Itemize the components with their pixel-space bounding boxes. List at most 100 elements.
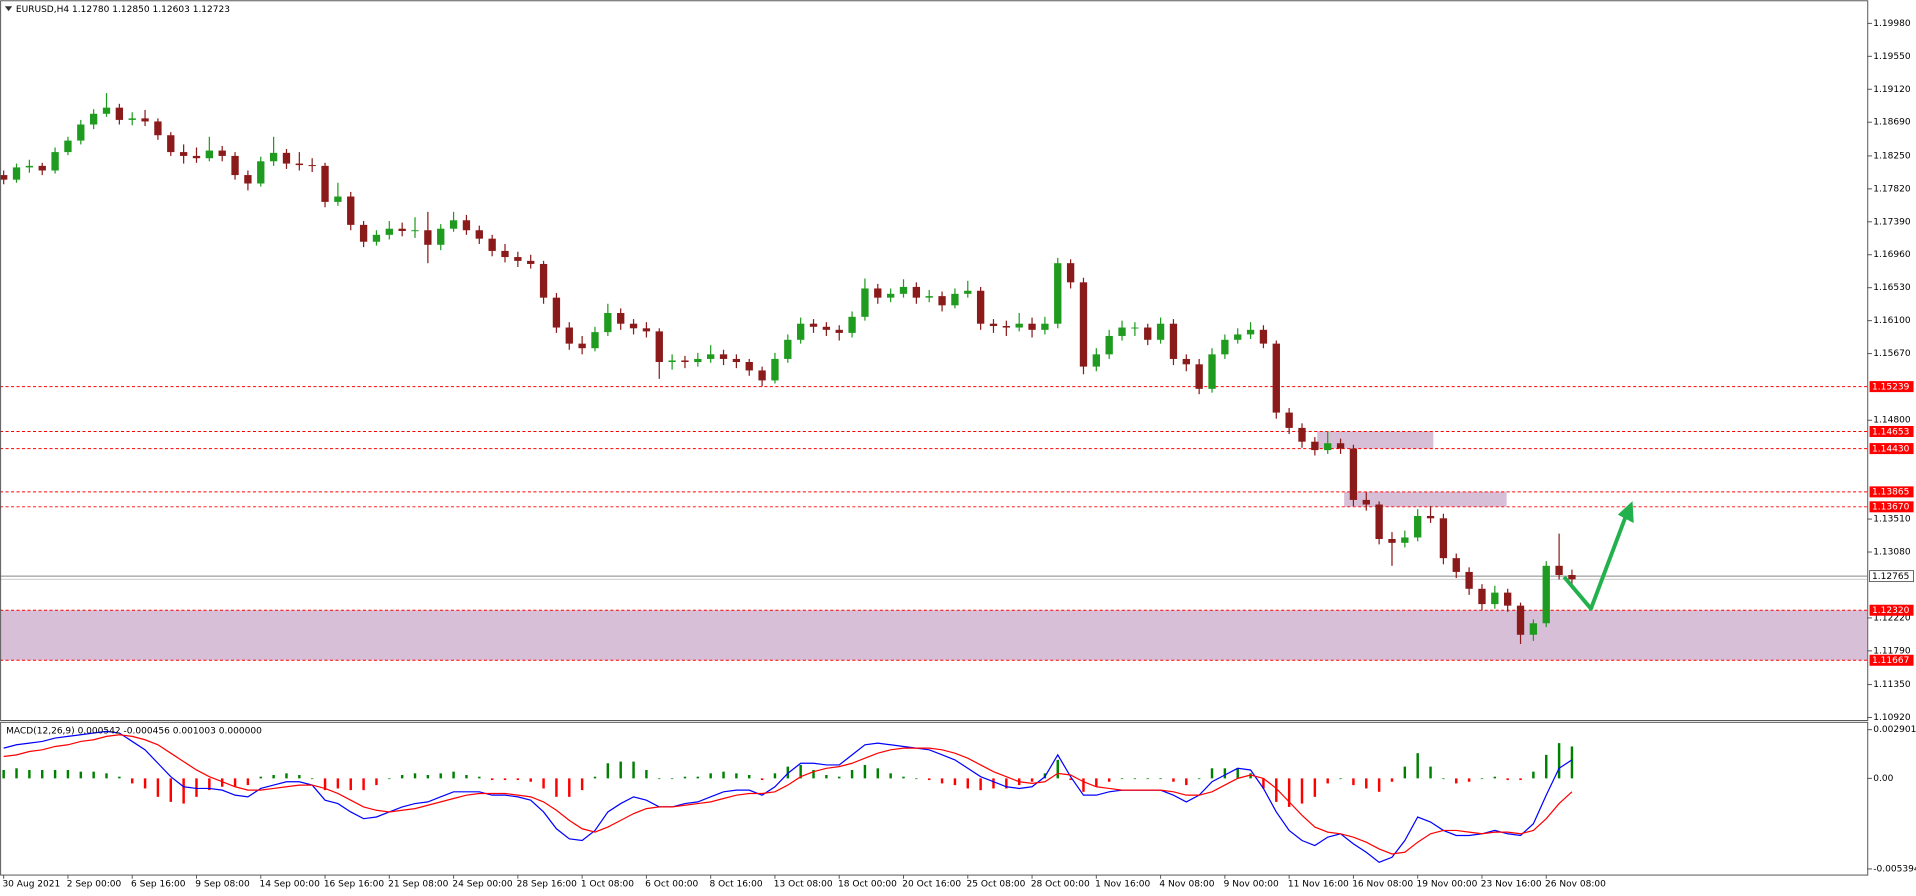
candle: [0, 170, 8, 185]
candle-body: [308, 165, 316, 167]
candle-body: [835, 329, 843, 333]
menu-arrow[interactable]: [4, 6, 13, 12]
y-tick-label: 1.13080: [1873, 548, 1911, 558]
candle-body: [655, 331, 663, 363]
candle-body: [1555, 565, 1563, 576]
histogram-bar: [1377, 778, 1381, 792]
candle-body: [784, 339, 792, 359]
histogram-bar: [1532, 771, 1535, 779]
candle: [848, 311, 856, 338]
histogram-bar: [143, 778, 147, 789]
candle: [1028, 317, 1036, 338]
histogram-bar: [220, 778, 224, 787]
candle: [938, 291, 946, 312]
x-tick-label: 13 Oct 08:00: [774, 880, 833, 890]
candle-body: [822, 326, 831, 330]
histogram-bar: [15, 768, 18, 779]
candle: [192, 147, 201, 163]
y-tick-label: 1.18690: [1873, 118, 1911, 128]
candle-body: [488, 238, 496, 251]
histogram-bar: [593, 776, 597, 779]
candle: [1555, 533, 1563, 580]
candle-body: [899, 286, 908, 294]
candle-body: [1336, 443, 1345, 449]
candle: [1388, 532, 1396, 566]
candle: [488, 234, 496, 257]
histogram-bar: [670, 778, 674, 780]
candle: [205, 136, 214, 162]
histogram-bar: [208, 778, 211, 791]
y-tick-label: 1.16100: [1873, 316, 1911, 326]
candle-body: [424, 230, 432, 245]
histogram-bar: [979, 778, 982, 791]
candle: [347, 191, 355, 231]
candle-body: [925, 296, 933, 298]
candle: [1169, 319, 1178, 366]
arrow-head: [1617, 501, 1634, 524]
candle-body: [179, 152, 188, 156]
candle-body: [0, 175, 8, 180]
candle: [822, 322, 831, 336]
candle: [925, 289, 933, 303]
level-label: 1.12320: [1872, 606, 1910, 616]
candle-body: [501, 250, 509, 258]
candle-body: [1156, 323, 1165, 340]
candle: [64, 136, 72, 156]
candle-body: [192, 155, 201, 159]
candle-body: [796, 323, 805, 340]
candle: [617, 308, 625, 330]
candle: [25, 159, 34, 173]
histogram-bar: [233, 778, 237, 787]
histogram-bar: [1005, 778, 1008, 789]
candle: [1401, 530, 1409, 548]
y-tick-label: 1.14800: [1873, 416, 1911, 426]
histogram-bar: [992, 778, 995, 789]
candle-body: [1452, 558, 1460, 572]
candle: [1452, 553, 1460, 579]
candle: [1439, 513, 1448, 565]
candle-body: [89, 113, 98, 125]
candle: [334, 182, 342, 206]
histogram-bar: [1455, 778, 1458, 784]
candle: [1002, 320, 1011, 336]
histogram-bar: [1442, 778, 1445, 780]
macd-panel: 0.002901 0.00 -0.005394: [2, 725, 1916, 874]
candle-body: [154, 121, 162, 136]
y-tick-label: 1.16960: [1873, 250, 1911, 260]
y-tick-label: 1.12220: [1873, 613, 1911, 623]
macd-title: MACD(12,26,9) 0.000542 -0.000456 0.00100…: [6, 726, 262, 736]
candle-body: [1311, 441, 1319, 451]
zone: [1317, 431, 1434, 449]
histogram-bar: [1172, 778, 1175, 782]
candle-body: [1028, 323, 1036, 330]
candle: [1246, 322, 1255, 340]
histogram-bar: [503, 778, 507, 781]
zone: [0, 610, 1868, 661]
candle-body: [1401, 537, 1409, 543]
candle: [295, 152, 303, 171]
candle-body: [732, 358, 741, 363]
candle-body: [745, 362, 753, 371]
candle-body: [1169, 323, 1178, 359]
histogram-bar: [246, 778, 250, 786]
candle: [1529, 619, 1538, 641]
candle: [462, 214, 471, 235]
zone: [1344, 491, 1507, 507]
histogram-bar: [426, 775, 430, 779]
histogram-bar: [1570, 746, 1574, 779]
histogram-bar: [298, 775, 301, 779]
candle: [218, 145, 226, 162]
candle: [1221, 334, 1229, 359]
histogram-bar: [156, 778, 160, 797]
candle: [1362, 492, 1370, 511]
candle-body: [231, 155, 239, 176]
candle: [1208, 348, 1216, 393]
level-label-box: [1869, 426, 1914, 438]
candle-body: [257, 161, 265, 184]
histogram-bar: [606, 763, 610, 779]
candle: [1478, 584, 1486, 611]
candle-body: [1388, 538, 1396, 543]
candle-body: [12, 167, 21, 180]
candle-body: [1362, 499, 1370, 505]
candle-body: [1298, 427, 1306, 442]
